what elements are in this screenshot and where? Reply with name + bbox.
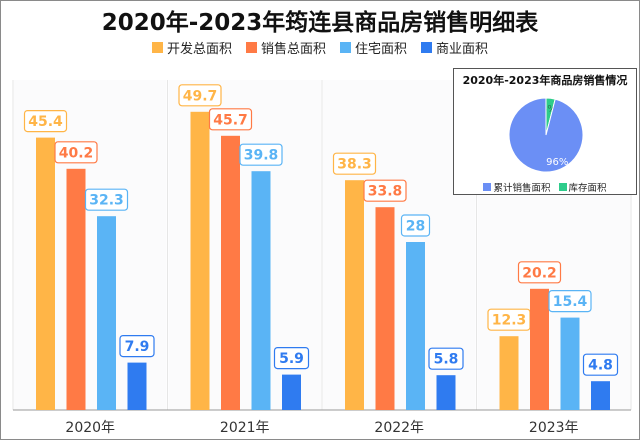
data-label-box <box>84 188 129 211</box>
data-label-box <box>54 141 98 164</box>
data-label: 15.4 <box>553 294 588 310</box>
data-label-box <box>363 179 407 202</box>
bar-sold[interactable] <box>530 288 549 410</box>
pie-value-label: 4% <box>541 104 557 115</box>
pie-legend: 累计销售面积 库存面积 <box>454 180 636 194</box>
data-label: 39.8 <box>244 148 279 164</box>
data-label: 49.7 <box>183 88 218 104</box>
legend-label-residential: 住宅面积 <box>355 42 408 57</box>
data-label: 7.9 <box>125 339 150 355</box>
legend-swatch-sold <box>245 42 257 53</box>
data-label-box <box>548 290 592 313</box>
pie-legend-label-sold: 累计销售面积 <box>493 183 551 194</box>
bar-developed[interactable] <box>345 180 364 410</box>
data-label: 12.3 <box>492 313 527 329</box>
bar-commercial[interactable] <box>127 362 147 410</box>
x-tick-label: 2023年 <box>529 420 579 436</box>
pie-legend-label-inventory: 库存面积 <box>568 183 607 194</box>
data-label-box <box>517 261 562 284</box>
legend-swatch-developed <box>151 42 163 53</box>
legend-item-sold[interactable]: 销售总面积 <box>245 38 326 57</box>
data-label-box <box>119 335 155 358</box>
legend-item-developed[interactable]: 开发总面积 <box>151 38 232 57</box>
data-label: 45.4 <box>28 114 63 130</box>
pie-value-label: 96% <box>546 157 568 168</box>
legend-swatch-residential <box>340 42 351 53</box>
x-tick-label: 2021年 <box>220 420 270 436</box>
data-label: 45.7 <box>213 112 248 128</box>
chart-legend: 开发总面积 销售总面积 住宅面积 商业面积 <box>0 38 640 57</box>
data-label-box <box>23 109 68 133</box>
pie-chart-title: 2020年-2023年商品房销售情况 <box>462 74 628 87</box>
data-label-box <box>178 84 222 107</box>
bar-residential[interactable] <box>97 216 116 410</box>
legend-item-commercial[interactable]: 商业面积 <box>421 38 488 57</box>
bar-commercial[interactable] <box>436 375 456 410</box>
bar-developed[interactable] <box>499 336 519 410</box>
data-label-box <box>239 143 283 166</box>
bar-sold[interactable] <box>375 207 395 410</box>
bar-sold[interactable] <box>66 168 86 410</box>
bar-commercial[interactable] <box>282 374 301 410</box>
bar-developed[interactable] <box>36 137 55 410</box>
data-label: 40.2 <box>59 145 94 161</box>
legend-label-developed: 开发总面积 <box>166 42 232 57</box>
data-label-box <box>273 347 310 370</box>
data-label: 32.3 <box>89 193 124 209</box>
pie-slice-sold[interactable] <box>508 97 584 173</box>
bar-residential[interactable] <box>251 171 271 410</box>
data-label-box <box>208 108 253 131</box>
data-label: 20.2 <box>522 265 557 281</box>
data-label-box <box>428 347 464 370</box>
pie-chart: 4% 96% <box>508 97 584 173</box>
x-tick-label: 2022年 <box>374 420 424 436</box>
bar-sold[interactable] <box>221 135 240 411</box>
data-label-box <box>400 214 431 237</box>
data-label: 28 <box>406 219 425 235</box>
data-label: 33.8 <box>368 184 403 200</box>
bar-developed[interactable] <box>190 111 210 411</box>
legend-label-sold: 销售总面积 <box>260 42 326 57</box>
legend-label-commercial: 商业面积 <box>436 42 489 57</box>
legend-item-residential[interactable]: 住宅面积 <box>340 38 407 57</box>
chart-title: 2020年-2023年筠连县商品房销售明细表 <box>101 10 539 36</box>
pie-legend-item-sold[interactable]: 累计销售面积 <box>483 180 551 194</box>
data-label: 5.8 <box>434 352 459 368</box>
data-label-box <box>582 353 619 376</box>
data-label: 4.8 <box>588 358 613 374</box>
data-label-box <box>332 152 377 175</box>
bar-residential[interactable] <box>560 317 580 410</box>
data-label: 38.3 <box>337 157 372 173</box>
bar-residential[interactable] <box>406 242 425 410</box>
pie-legend-item-inventory[interactable]: 库存面积 <box>558 180 607 194</box>
bar-commercial[interactable] <box>591 381 610 410</box>
data-label: 5.9 <box>279 351 304 367</box>
legend-swatch-commercial <box>421 42 433 53</box>
pie-legend-swatch-sold <box>483 183 492 191</box>
pie-chart-inset: 4% 96% 2020年-2023年商品房销售情况 累计销售面积 库存面积 <box>453 68 637 195</box>
x-tick-label: 2020年 <box>65 420 115 436</box>
pie-legend-swatch-inventory <box>558 183 567 191</box>
